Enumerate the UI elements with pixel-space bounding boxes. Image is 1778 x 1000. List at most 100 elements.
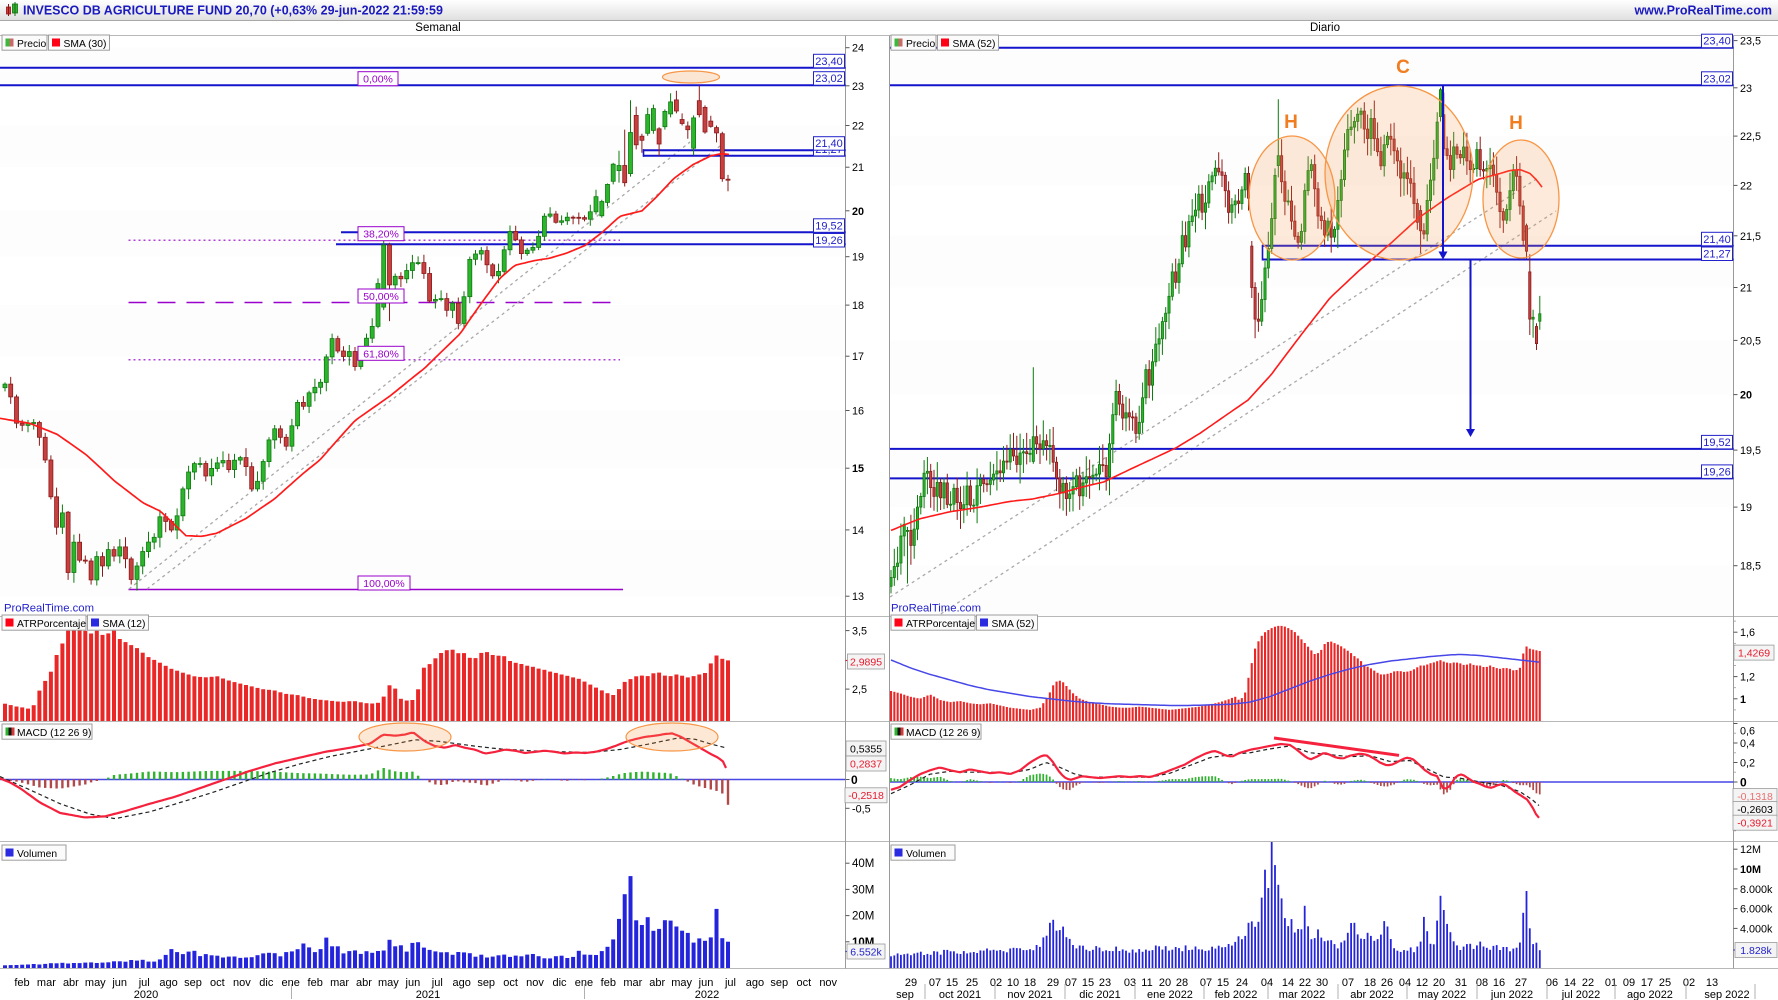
svg-text:-0,2518: -0,2518 [848,790,884,802]
svg-text:27: 27 [1515,977,1527,989]
svg-text:21,40: 21,40 [815,138,843,150]
svg-text:30M: 30M [852,884,874,896]
svg-text:15: 15 [946,977,958,989]
svg-text:22: 22 [1299,977,1311,989]
svg-text:0,2: 0,2 [1740,758,1755,770]
svg-text:23,5: 23,5 [1740,36,1761,48]
svg-text:12: 12 [1416,977,1428,989]
svg-text:jul 2022: jul 2022 [1561,989,1601,1000]
svg-text:19,5: 19,5 [1740,445,1761,457]
svg-text:abr 2022: abr 2022 [1350,989,1393,1000]
svg-text:23,40: 23,40 [1703,36,1731,48]
svg-text:18: 18 [1024,977,1036,989]
svg-text:2,9895: 2,9895 [850,656,882,668]
svg-text:23: 23 [1099,977,1111,989]
svg-text:02: 02 [990,977,1002,989]
svg-text:SMA (12): SMA (12) [103,619,146,630]
svg-text:Semanal: Semanal [415,22,460,34]
svg-text:oct 2021: oct 2021 [939,989,981,1000]
svg-text:21: 21 [852,162,864,174]
svg-text:20: 20 [1159,977,1171,989]
svg-text:H: H [1509,113,1523,134]
svg-text:22,5: 22,5 [1740,131,1761,143]
svg-text:abr: abr [356,977,372,989]
svg-text:04: 04 [1261,977,1273,989]
svg-text:0: 0 [851,773,858,787]
svg-text:14: 14 [852,525,864,537]
svg-text:07: 07 [1065,977,1077,989]
svg-text:nov: nov [526,977,544,989]
svg-text:50,00%: 50,00% [363,291,399,303]
svg-text:ProRealTime.com: ProRealTime.com [891,603,981,615]
svg-text:23,02: 23,02 [815,73,843,85]
svg-text:may: may [671,977,692,989]
svg-text:21,5: 21,5 [1740,231,1761,243]
svg-text:Diario: Diario [1310,22,1340,34]
svg-text:17: 17 [1641,977,1653,989]
svg-text:17: 17 [852,351,864,363]
svg-text:feb 2022: feb 2022 [1215,989,1258,1000]
svg-text:40M: 40M [852,858,874,870]
svg-text:Volumen: Volumen [906,849,946,860]
svg-text:4.000k: 4.000k [1740,923,1773,935]
svg-text:mar: mar [623,977,642,989]
svg-text:mar: mar [330,977,349,989]
svg-text:21: 21 [1740,283,1752,295]
svg-text:jul: jul [431,977,443,989]
svg-text:19,52: 19,52 [1703,437,1731,449]
svg-text:20: 20 [852,206,864,218]
svg-text:26: 26 [1381,977,1393,989]
svg-text:ATRPorcentaje: ATRPorcentaje [906,619,975,630]
svg-text:ene: ene [575,977,593,989]
svg-text:28: 28 [1176,977,1188,989]
svg-text:may: may [378,977,399,989]
svg-text:19: 19 [852,252,864,264]
svg-text:ago: ago [159,977,177,989]
svg-text:15: 15 [852,463,864,475]
svg-text:12M: 12M [1740,844,1761,856]
svg-text:-0,1318: -0,1318 [1737,791,1773,803]
svg-text:MACD (12 26 9): MACD (12 26 9) [17,728,91,739]
svg-text:20M: 20M [852,911,874,923]
svg-text:09: 09 [1623,977,1635,989]
svg-text:2022: 2022 [695,989,719,1000]
svg-text:jun: jun [111,977,127,989]
svg-text:20: 20 [1433,977,1445,989]
svg-text:0,4: 0,4 [1740,738,1755,750]
svg-text:jun: jun [698,977,714,989]
svg-text:23: 23 [852,81,864,93]
svg-text:23: 23 [1740,83,1752,95]
svg-text:10: 10 [1007,977,1019,989]
svg-text:30: 30 [1316,977,1328,989]
svg-text:0,2837: 0,2837 [850,758,882,770]
svg-text:may: may [85,977,106,989]
svg-text:08: 08 [1476,977,1488,989]
svg-text:2,5: 2,5 [852,684,867,696]
svg-text:07: 07 [929,977,941,989]
svg-text:oct: oct [210,977,225,989]
svg-text:15: 15 [1082,977,1094,989]
svg-text:H: H [1284,112,1298,133]
svg-text:ATRPorcentaje: ATRPorcentaje [17,619,86,630]
svg-text:0,6: 0,6 [1740,726,1755,738]
svg-text:sep: sep [184,977,202,989]
svg-text:38,20%: 38,20% [363,229,399,241]
svg-text:Precio: Precio [906,39,935,50]
svg-text:2021: 2021 [416,989,440,1000]
svg-text:ago 2022: ago 2022 [1627,989,1673,1000]
svg-text:1,2: 1,2 [1740,672,1755,684]
svg-text:20: 20 [1740,390,1752,402]
svg-text:feb: feb [308,977,323,989]
svg-text:07: 07 [1200,977,1212,989]
svg-text:1,6: 1,6 [1740,627,1755,639]
svg-text:jun 2022: jun 2022 [1490,989,1533,1000]
svg-text:1,4269: 1,4269 [1738,647,1770,659]
svg-text:01: 01 [1605,977,1617,989]
svg-text:Precio: Precio [17,39,46,50]
svg-text:abr: abr [63,977,79,989]
svg-text:mar: mar [37,977,56,989]
svg-text:oct: oct [796,977,811,989]
svg-text:19: 19 [1740,502,1752,514]
svg-text:0: 0 [1740,776,1747,790]
svg-text:6.000k: 6.000k [1740,904,1773,916]
